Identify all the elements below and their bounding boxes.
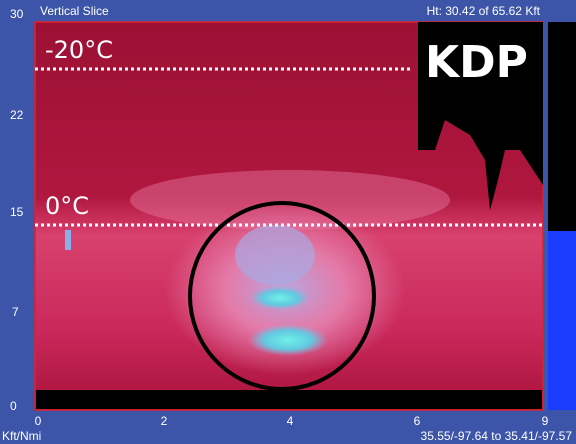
y-tick-label: 0 (10, 399, 17, 413)
y-tick-label: 22 (10, 108, 24, 122)
radar-max (250, 286, 310, 310)
x-tick-label: 0 (35, 414, 42, 428)
no-data-region (36, 390, 542, 409)
y-tick-label: 7 (12, 305, 19, 319)
coordinates-label: 35.55/-97.64 to 35.41/-97.57 (421, 429, 573, 443)
y-axis: 30 22 15 7 0 (10, 7, 24, 413)
y-tick-label: 30 (10, 7, 24, 21)
y-tick-label: 15 (10, 205, 24, 219)
radar-max (248, 324, 328, 356)
x-tick-label: 9 (542, 414, 549, 428)
color-bar (548, 22, 576, 410)
x-tick-label: 2 (161, 414, 168, 428)
radar-band (130, 170, 450, 230)
x-tick-label: 4 (287, 414, 294, 428)
x-tick-label: 6 (414, 414, 421, 428)
isotherm-label: -20°C (45, 36, 113, 64)
isotherm-label: 0°C (45, 192, 89, 220)
panel-title: Vertical Slice (40, 4, 109, 18)
highlight-circle (188, 201, 376, 391)
radar-core (235, 225, 315, 285)
product-label: KDP (425, 37, 528, 88)
x-axis: 0 2 4 6 9 (35, 414, 549, 428)
no-data-region (418, 22, 543, 210)
radar-speck (65, 230, 71, 250)
units-label: Kft/Nmi (2, 429, 41, 443)
plot-area: -20°C 0°C KDP (34, 21, 544, 411)
height-readout: Ht: 30.42 of 65.62 Kft (427, 4, 541, 18)
color-bar-fill (548, 231, 576, 410)
